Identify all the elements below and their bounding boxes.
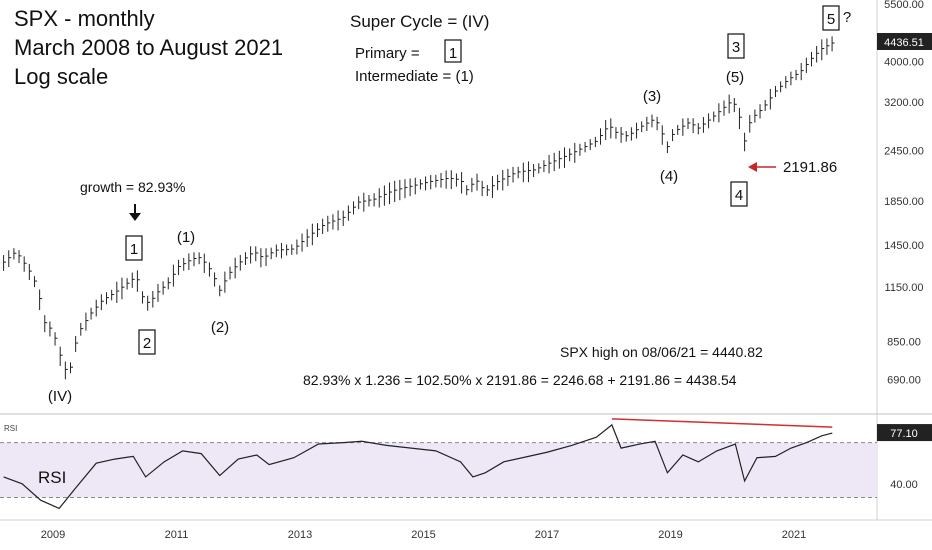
wave-paren-5: (5) bbox=[726, 69, 744, 86]
price-tick-label: 5500.00 bbox=[884, 0, 924, 11]
time-tick-label: 2021 bbox=[782, 529, 806, 541]
wave-boxed-5: 5 bbox=[827, 11, 835, 28]
time-tick-label: 2019 bbox=[658, 529, 682, 541]
wave-box-5 bbox=[822, 5, 840, 31]
high-note: SPX high on 08/06/21 = 4440.82 bbox=[560, 344, 763, 360]
time-tick-label: 2015 bbox=[411, 529, 435, 541]
price-tick-label: 1850.00 bbox=[884, 196, 924, 208]
primary-box-label: 1 bbox=[449, 45, 457, 62]
rsi-badge-bg bbox=[877, 424, 932, 442]
intermediate-label: Intermediate = (1) bbox=[355, 68, 474, 85]
wave-boxed-2: 2 bbox=[143, 335, 151, 352]
primary-box bbox=[444, 39, 462, 63]
price-tick-label: 2450.00 bbox=[884, 145, 924, 157]
growth-arrow-head bbox=[129, 213, 141, 221]
price-tick-label: 690.00 bbox=[887, 374, 921, 386]
wave-boxed-4: 4 bbox=[735, 187, 743, 204]
wave-paren-3: (3) bbox=[643, 88, 661, 105]
price-tick-label: 3200.00 bbox=[884, 97, 924, 109]
wave-paren-1: (1) bbox=[177, 229, 195, 246]
wave-box-1 bbox=[125, 235, 143, 261]
price-tick-label: 850.00 bbox=[887, 337, 921, 349]
time-tick-label: 2017 bbox=[535, 529, 559, 541]
price-series bbox=[3, 36, 835, 380]
wave-box-4 bbox=[730, 181, 748, 207]
question-mark: ? bbox=[843, 9, 851, 26]
time-tick-label: 2011 bbox=[165, 529, 189, 541]
rsi-big-label: RSI bbox=[38, 468, 66, 487]
low-arrow-head bbox=[748, 162, 757, 172]
price-badge: 4436.51 bbox=[884, 37, 924, 49]
rsi-divergence-line bbox=[611, 418, 833, 428]
rsi-axis-tick: 40.00 bbox=[890, 479, 918, 491]
wave-boxed-3: 3 bbox=[732, 39, 740, 56]
wave-paren-4: (4) bbox=[660, 168, 678, 185]
chart-title-line3: Log scale bbox=[14, 64, 108, 89]
formula-note: 82.93% x 1.236 = 102.50% x 2191.86 = 224… bbox=[303, 372, 737, 388]
super-cycle-label: Super Cycle = (IV) bbox=[350, 12, 489, 31]
time-axis: 2009 2011 2013 2015 2017 2019 2021 bbox=[41, 529, 806, 541]
chart-title-line2: March 2008 to August 2021 bbox=[14, 35, 283, 60]
primary-label: Primary = bbox=[355, 45, 420, 62]
rsi-current-badge: 77.10 bbox=[890, 428, 918, 440]
rsi-series bbox=[3, 423, 833, 510]
wave-paren-2: (2) bbox=[211, 319, 229, 336]
price-tick-label: 4000.00 bbox=[884, 57, 924, 69]
time-tick-label: 2009 bbox=[41, 529, 65, 541]
time-tick-label: 2013 bbox=[288, 529, 312, 541]
rsi-band bbox=[0, 442, 877, 498]
wave-box-2 bbox=[138, 329, 156, 355]
growth-annotation: growth = 82.93% bbox=[80, 179, 185, 195]
price-tick-label: 1450.00 bbox=[884, 240, 924, 252]
price-badge-bg bbox=[877, 33, 932, 50]
price-axis: 5500.00 4000.00 3200.00 2450.00 1850.00 1450.… bbox=[884, 0, 924, 386]
low-value-label: 2191.86 bbox=[783, 159, 837, 176]
price-tick-label: 1150.00 bbox=[885, 282, 924, 294]
chart-title-line1: SPX - monthly bbox=[14, 6, 155, 31]
wave-IV: (IV) bbox=[48, 388, 72, 405]
rsi-line bbox=[3, 423, 833, 510]
wave-boxed-1: 1 bbox=[130, 241, 138, 258]
wave-box-3 bbox=[727, 33, 745, 59]
rsi-pane-tag: RSI bbox=[4, 424, 17, 433]
